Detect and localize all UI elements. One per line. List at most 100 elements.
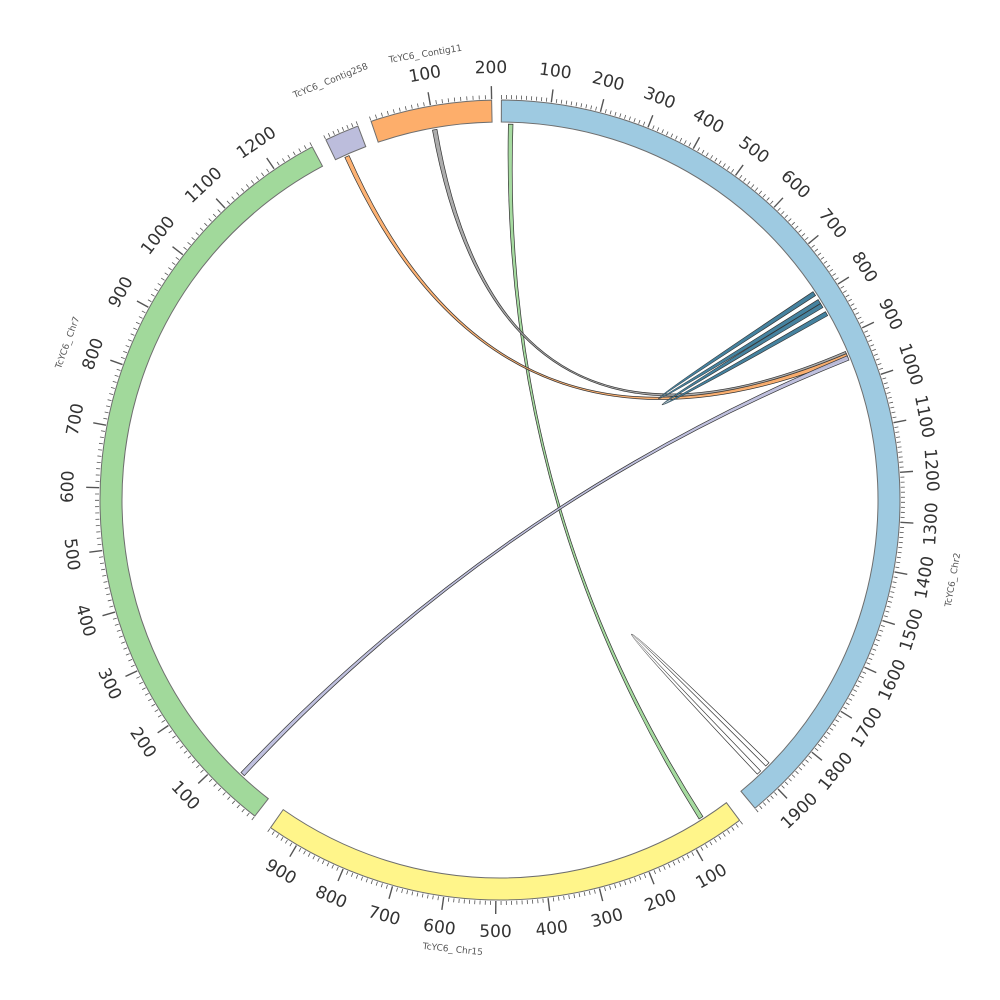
minor-tick xyxy=(99,556,104,558)
minor-tick xyxy=(191,760,196,764)
minor-tick xyxy=(303,145,307,150)
minor-tick xyxy=(123,350,128,354)
minor-tick xyxy=(877,634,882,637)
major-tick xyxy=(599,99,605,112)
minor-tick xyxy=(102,574,107,577)
minor-tick xyxy=(245,184,250,188)
link-ribbon xyxy=(432,128,848,397)
minor-tick xyxy=(369,116,372,121)
minor-tick xyxy=(100,430,105,432)
minor-tick xyxy=(739,174,743,179)
link-ribbon xyxy=(240,355,850,777)
major-tick xyxy=(893,419,907,424)
minor-tick xyxy=(691,851,695,856)
minor-tick xyxy=(312,855,316,860)
tick-label: 600 xyxy=(58,470,79,503)
major-tick xyxy=(266,157,275,170)
minor-tick xyxy=(829,268,834,272)
minor-tick xyxy=(709,841,713,846)
minor-tick xyxy=(795,770,799,775)
minor-tick xyxy=(885,610,890,613)
minor-tick xyxy=(241,808,245,813)
minor-tick xyxy=(714,157,718,162)
minor-tick xyxy=(125,653,130,656)
minor-tick xyxy=(823,260,828,264)
minor-tick xyxy=(410,104,413,109)
minor-tick xyxy=(236,804,240,809)
minor-tick xyxy=(781,785,785,789)
minor-tick xyxy=(852,307,857,311)
minor-tick xyxy=(355,121,358,126)
minor-tick xyxy=(417,103,419,108)
minor-tick xyxy=(891,586,896,588)
minor-tick xyxy=(309,142,313,147)
minor-tick xyxy=(109,393,114,395)
minor-tick xyxy=(762,802,767,806)
minor-tick xyxy=(168,267,172,271)
minor-tick xyxy=(643,873,647,879)
minor-tick xyxy=(777,207,781,212)
minor-tick xyxy=(834,277,839,281)
segment-chr2 xyxy=(500,99,901,809)
tick-label: 1200 xyxy=(233,123,280,164)
minor-tick xyxy=(236,192,240,196)
tick-label: 100 xyxy=(407,62,442,87)
tick-label: 700 xyxy=(63,402,89,438)
minor-tick xyxy=(889,596,894,598)
minor-tick xyxy=(298,847,302,852)
minor-tick xyxy=(872,648,877,651)
minor-tick xyxy=(604,887,606,892)
minor-tick xyxy=(814,248,819,252)
minor-tick xyxy=(161,719,166,723)
minor-tick xyxy=(701,149,705,154)
minor-tick xyxy=(826,731,831,735)
minor-tick xyxy=(118,635,123,638)
minor-tick xyxy=(808,755,812,759)
minor-tick xyxy=(801,233,806,237)
tick-label: 1800 xyxy=(815,748,858,794)
major-tick xyxy=(89,549,103,553)
minor-tick xyxy=(179,745,184,749)
minor-tick xyxy=(862,671,867,674)
minor-tick xyxy=(855,312,860,315)
minor-tick xyxy=(130,664,135,668)
tick-label: 1300 xyxy=(920,502,942,546)
minor-tick xyxy=(859,321,864,324)
minor-tick xyxy=(879,629,884,632)
minor-tick xyxy=(298,148,302,153)
minor-tick xyxy=(840,285,845,289)
minor-tick xyxy=(110,387,115,389)
major-tick xyxy=(550,89,554,103)
major-tick xyxy=(807,234,819,245)
minor-tick xyxy=(187,241,191,246)
minor-tick xyxy=(747,181,751,185)
minor-tick xyxy=(154,709,159,713)
minor-tick xyxy=(585,104,588,109)
tick-label: 900 xyxy=(262,855,300,889)
minor-tick xyxy=(826,264,831,268)
major-tick xyxy=(773,197,784,208)
major-tick xyxy=(136,300,149,308)
minor-tick xyxy=(583,891,586,897)
minor-tick xyxy=(633,118,636,123)
major-tick xyxy=(900,521,914,524)
major-tick xyxy=(427,92,432,106)
minor-tick xyxy=(868,339,873,342)
minor-tick xyxy=(705,844,708,849)
minor-tick xyxy=(200,769,204,773)
tick-label: 1400 xyxy=(911,554,938,600)
tick-label: 1100 xyxy=(910,394,938,440)
minor-tick xyxy=(212,213,217,218)
minor-tick xyxy=(323,135,326,140)
minor-tick xyxy=(266,168,270,173)
tick-label: 100 xyxy=(538,60,573,84)
minor-tick xyxy=(375,881,378,886)
minor-tick xyxy=(128,659,133,662)
tick-label: 200 xyxy=(590,68,626,95)
minor-tick xyxy=(866,334,871,338)
minor-tick xyxy=(101,568,106,571)
minor-tick xyxy=(688,142,692,147)
minor-tick xyxy=(700,846,704,851)
chromosome-segments xyxy=(99,99,901,901)
minor-tick xyxy=(705,152,709,157)
